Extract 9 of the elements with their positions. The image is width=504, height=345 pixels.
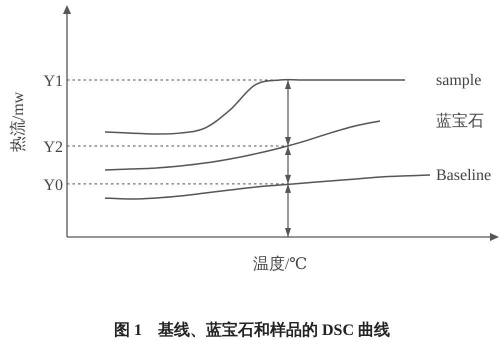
x-axis-title: 温度/℃ [252,255,308,273]
ref-line-label: Y1 [43,73,63,90]
series-label: sample [436,72,482,89]
text: 图 1 基线、蓝宝石和样品的 DSC 曲线 [114,320,390,339]
ref-line-label: Y2 [43,138,63,156]
series-label: Baseline [436,166,492,184]
ref-line-label: Y0 [43,176,63,194]
y-axis-title: 热流/mw [9,91,27,152]
text: 蓝宝石 [436,112,484,130]
